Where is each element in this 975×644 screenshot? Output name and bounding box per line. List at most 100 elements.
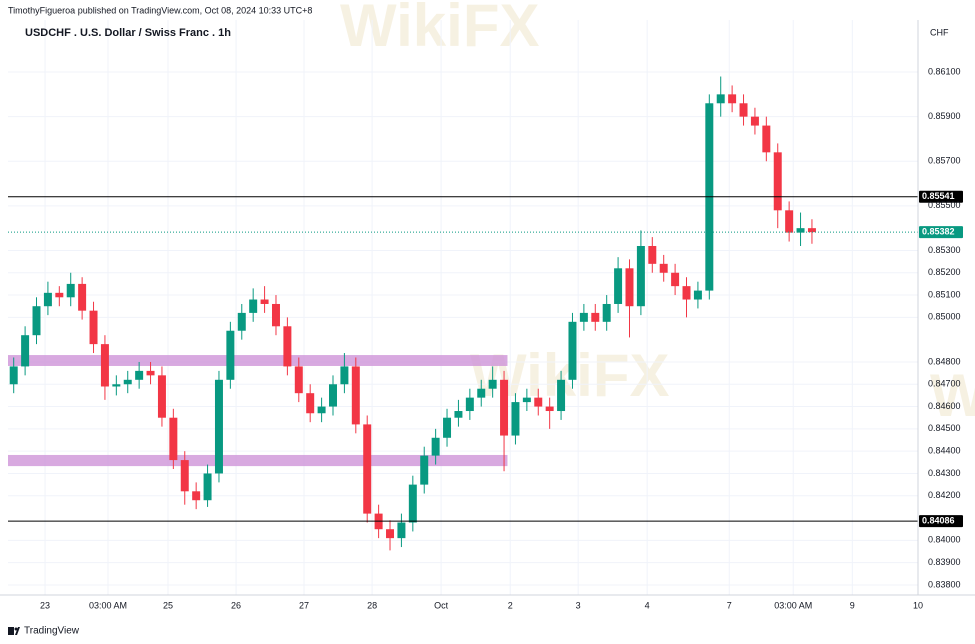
zones bbox=[8, 355, 508, 467]
header: TimothyFigueroa published on TradingView… bbox=[8, 5, 312, 15]
candle-body bbox=[431, 437, 440, 456]
candle-body bbox=[545, 406, 554, 412]
x-tick-label: 7 bbox=[727, 600, 732, 610]
candle-body bbox=[180, 460, 189, 492]
price-label-box bbox=[919, 190, 963, 203]
zone bbox=[8, 454, 508, 467]
y-tick-label: 0.84700 bbox=[928, 379, 961, 389]
candle-body bbox=[112, 384, 121, 387]
candle-body bbox=[648, 245, 657, 264]
candle-body bbox=[249, 299, 258, 313]
x-tick-label: 27 bbox=[299, 600, 309, 610]
candle-body bbox=[500, 379, 509, 436]
candle-body bbox=[750, 116, 759, 126]
tv-logo bbox=[8, 627, 20, 635]
y-tick-label: 0.85300 bbox=[928, 245, 961, 255]
candle-body bbox=[534, 397, 543, 407]
candle-body bbox=[807, 228, 816, 233]
y-tick-label: 0.85100 bbox=[928, 289, 961, 299]
candle-body bbox=[203, 473, 212, 501]
price-label: 0.85541 bbox=[922, 191, 955, 201]
y-tick-label: 0.85500 bbox=[928, 200, 961, 210]
candle-body bbox=[693, 290, 702, 300]
candle-body bbox=[397, 522, 406, 539]
x-tick-label: 03:00 AM bbox=[774, 600, 812, 610]
candle-body bbox=[317, 406, 326, 414]
candle-body bbox=[340, 366, 349, 385]
candle-body bbox=[602, 303, 611, 322]
watermark: WikiFX bbox=[930, 362, 975, 429]
candle-body bbox=[21, 335, 30, 367]
price-label-box bbox=[919, 226, 963, 239]
candle-body bbox=[192, 491, 201, 501]
x-tick-label: 03:00 AM bbox=[89, 600, 127, 610]
x-tick-label: 23 bbox=[40, 600, 50, 610]
price-label-box bbox=[919, 515, 963, 528]
x-tick-label: 25 bbox=[163, 600, 173, 610]
chart-title: USDCHF . U.S. Dollar / Swiss Franc . 1h bbox=[25, 27, 231, 39]
price-label: 0.84086 bbox=[922, 516, 955, 526]
candle-body bbox=[9, 366, 18, 385]
y-tick-label: 0.84400 bbox=[928, 446, 961, 456]
y-tick-label: 0.85700 bbox=[928, 156, 961, 166]
candle-body bbox=[329, 384, 337, 407]
candle-body bbox=[591, 312, 600, 322]
candle-body bbox=[89, 310, 98, 345]
x-tick-label: 26 bbox=[231, 600, 241, 610]
watermark: WikiFX bbox=[340, 0, 539, 59]
candle-body bbox=[443, 417, 452, 438]
x-tick-label: 2 bbox=[508, 600, 513, 610]
candle-body bbox=[465, 397, 474, 412]
candles bbox=[9, 76, 816, 551]
candle-body bbox=[671, 272, 680, 287]
candle-body bbox=[306, 393, 315, 414]
x-tick-label: 28 bbox=[367, 600, 377, 610]
y-tick-label: 0.84000 bbox=[928, 535, 961, 545]
candle-body bbox=[511, 402, 520, 436]
candle-body bbox=[123, 379, 132, 385]
footer: TradingView bbox=[24, 626, 80, 637]
candle-body bbox=[43, 292, 52, 307]
candle-body bbox=[773, 152, 782, 211]
candle-body bbox=[682, 286, 691, 300]
y-tick-label: 0.84300 bbox=[928, 468, 961, 478]
y-tick-label: 0.83900 bbox=[928, 557, 961, 567]
candle-body bbox=[636, 245, 645, 307]
candle-body bbox=[226, 330, 235, 380]
axes: 0.86100 0.85900 0.85700 0.85500 0.85300 0.852… bbox=[40, 66, 960, 610]
candle-body bbox=[625, 268, 634, 307]
candle-body bbox=[294, 366, 303, 394]
candle-body bbox=[408, 484, 417, 523]
y-tick-label: 0.85900 bbox=[928, 111, 961, 121]
candle-body bbox=[579, 312, 588, 322]
candle-body bbox=[78, 283, 87, 311]
x-tick-label: 3 bbox=[576, 600, 581, 610]
candle-body bbox=[351, 366, 360, 425]
candle-body bbox=[157, 375, 166, 418]
candle-body bbox=[659, 263, 668, 273]
y-tick-label: 0.85000 bbox=[928, 312, 961, 322]
candle-body bbox=[32, 306, 41, 336]
x-tick-label: 9 bbox=[850, 600, 855, 610]
candle-body bbox=[739, 103, 748, 117]
y-tick-label: 0.84500 bbox=[928, 423, 961, 433]
candle-body bbox=[420, 455, 429, 485]
candle-body bbox=[55, 292, 64, 298]
x-tick-label: 4 bbox=[645, 600, 650, 610]
candle-body bbox=[568, 321, 577, 380]
y-tick-label: 0.84600 bbox=[928, 401, 961, 411]
y-tick-label: 0.85200 bbox=[928, 267, 961, 277]
y-tick-label: 0.86100 bbox=[928, 66, 961, 76]
candle-body bbox=[260, 299, 269, 304]
price-label: 0.85382 bbox=[922, 227, 955, 237]
candle-body bbox=[477, 388, 486, 398]
candle-body bbox=[169, 417, 178, 461]
zone bbox=[8, 355, 508, 366]
x-tick-label: Oct bbox=[434, 600, 449, 610]
candle-body bbox=[214, 379, 223, 474]
candle-body bbox=[135, 370, 144, 380]
candle-body bbox=[614, 268, 623, 304]
